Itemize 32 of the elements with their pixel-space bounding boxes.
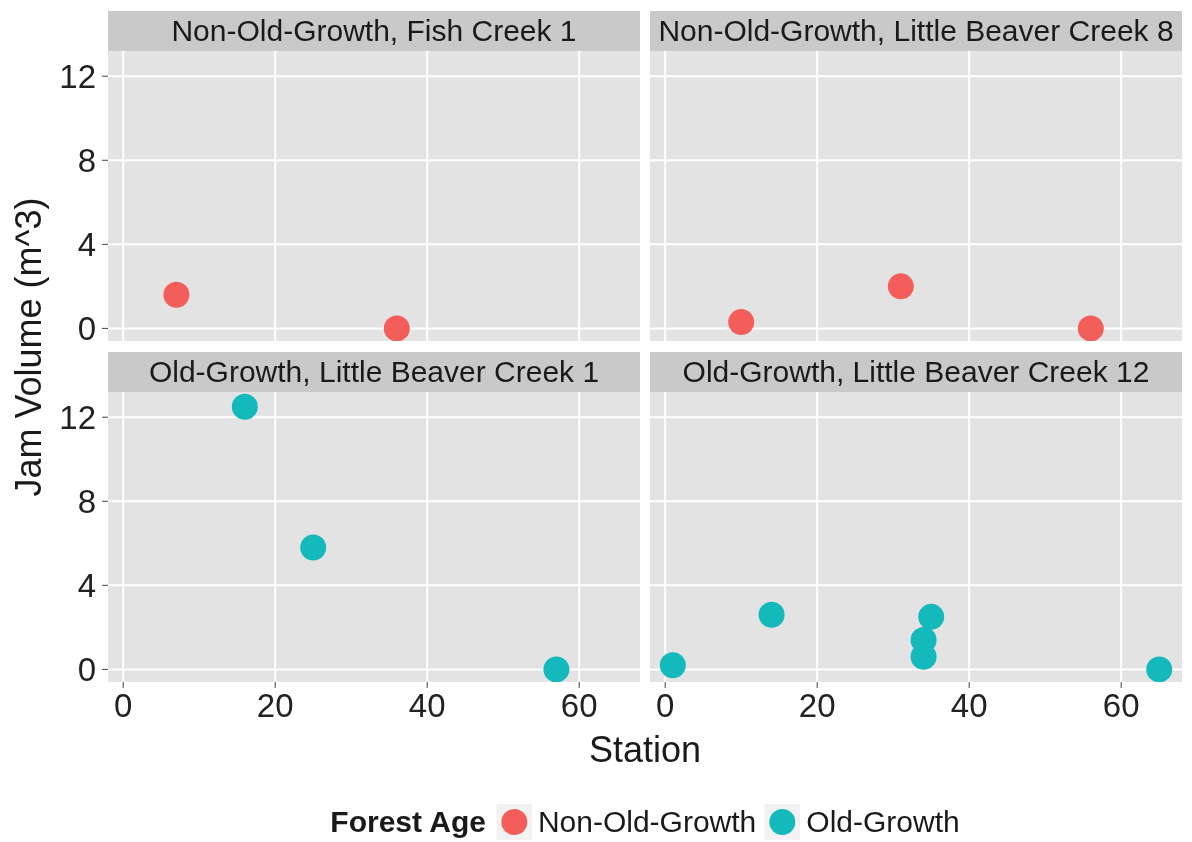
point — [659, 652, 686, 679]
y-tick-label: 4 — [77, 567, 96, 605]
y-tick-label: 4 — [77, 226, 96, 264]
point — [300, 534, 327, 561]
y-tick-label: 0 — [77, 310, 96, 348]
x-tick-label: 20 — [256, 687, 294, 725]
point — [231, 393, 258, 420]
y-tick-label: 12 — [59, 57, 96, 95]
legend-label: Old-Growth — [806, 805, 960, 839]
point — [758, 601, 785, 628]
chart-title: Non-Old-Growth, Little Beaver Creek 8 — [650, 11, 1182, 51]
point — [543, 656, 570, 682]
point — [1146, 656, 1173, 682]
legend-title: Forest Age — [330, 805, 486, 839]
x-tick-label: 0 — [656, 687, 675, 725]
x-tick-label: 60 — [560, 687, 598, 725]
y-tick-label: 8 — [77, 141, 96, 179]
y-tick-label: 8 — [77, 482, 96, 520]
x-tick-label: 0 — [114, 687, 133, 725]
x-tick-label: 40 — [408, 687, 446, 725]
chart-title: Old-Growth, Little Beaver Creek 1 — [108, 352, 640, 392]
x-tick-label: 60 — [1102, 687, 1140, 725]
chart-title: Old-Growth, Little Beaver Creek 12 — [650, 352, 1182, 392]
legend-label: Non-Old-Growth — [537, 805, 757, 839]
chart-title: Non-Old-Growth, Fish Creek 1 — [108, 11, 640, 51]
y-tick-label: 12 — [59, 398, 96, 436]
y-tick-label: 0 — [77, 651, 96, 689]
x-axis-title: Station — [588, 729, 702, 771]
x-tick-label: 40 — [950, 687, 988, 725]
y-axis-title: Jam Volume (m^3) — [8, 197, 50, 496]
point — [918, 603, 945, 630]
x-tick-label: 20 — [798, 687, 836, 725]
